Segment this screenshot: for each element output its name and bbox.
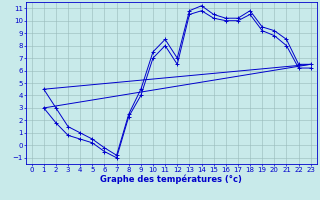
X-axis label: Graphe des températures (°c): Graphe des températures (°c): [100, 174, 242, 184]
